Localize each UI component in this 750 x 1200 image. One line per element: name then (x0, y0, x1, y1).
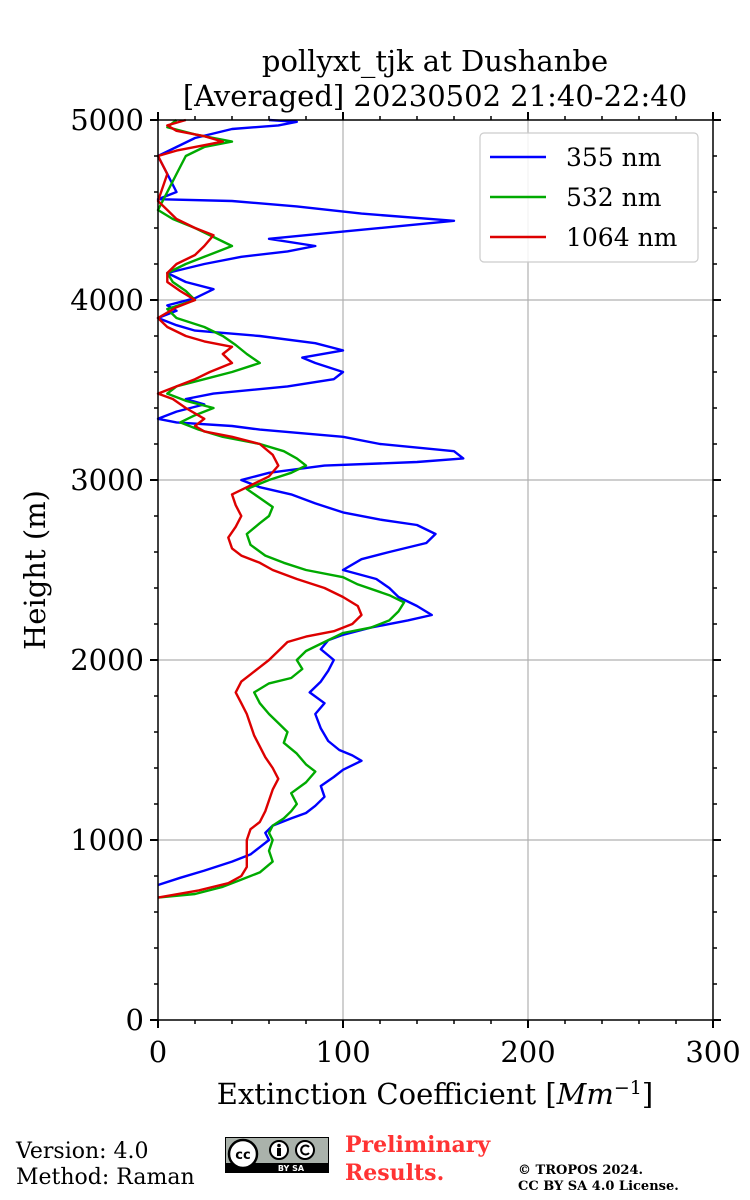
preliminary-line2: Results. (345, 1160, 445, 1186)
series-line-1064-nm (156, 118, 363, 899)
version-text: Version: 4.0 (16, 1139, 149, 1164)
chart-title-line1: pollyxt_tjk at Dushanbe (262, 44, 608, 79)
x-tick-label: 300 (685, 1035, 740, 1069)
x-tick-label: 100 (315, 1035, 370, 1069)
svg-text:BY SA: BY SA (278, 1164, 305, 1173)
cc-by-sa-license-badge: cc BY SA (225, 1137, 329, 1173)
grid-lines (158, 120, 713, 1020)
legend-label-532-nm: 532 nm (566, 183, 662, 212)
y-tick-label: 4000 (70, 283, 144, 317)
y-axis-label: Height (m) (18, 490, 52, 650)
method-text: Method: Raman (16, 1165, 195, 1190)
extinction-profile-chart: pollyxt_tjk at Dushanbe [Averaged] 20230… (18, 44, 741, 1111)
preliminary-line1: Preliminary (345, 1132, 491, 1158)
legend-label-1064-nm: 1064 nm (566, 223, 678, 252)
y-tick-label: 1000 (70, 823, 144, 857)
data-series (156, 118, 465, 899)
plot-frame (157, 119, 714, 1021)
copyright-line1: © TROPOS 2024. (518, 1163, 644, 1178)
cc-icon (227, 1138, 259, 1170)
copyright-line2: CC BY SA 4.0 License. (518, 1179, 679, 1194)
y-tick-label: 5000 (70, 103, 144, 137)
legend-label-355-nm: 355 nm (566, 143, 662, 172)
svg-text:cc: cc (235, 1148, 250, 1163)
legend: 355 nm 532 nm 1064 nm (479, 132, 699, 263)
x-tick-label: 0 (149, 1035, 167, 1069)
version-info: Version: 4.0 Method: Raman (16, 1139, 195, 1191)
axis-ticks (150, 112, 721, 1028)
x-axis-label: Extinction Coefficient [Mm−1] (217, 1077, 653, 1111)
copyright-note: © TROPOS 2024. CC BY SA 4.0 License. (518, 1163, 679, 1195)
y-tick-label: 0 (126, 1003, 144, 1037)
y-tick-label: 3000 (70, 463, 144, 497)
legend-box (479, 132, 699, 263)
y-tick-label: 2000 (70, 643, 144, 677)
preliminary-results-note: Preliminary Results. (345, 1131, 490, 1187)
series-line-355-nm (156, 118, 465, 887)
x-tick-label: 200 (500, 1035, 555, 1069)
sa-share-alike-icon (295, 1140, 315, 1160)
chart-title-line2: [Averaged] 20230502 21:40-22:40 (183, 79, 687, 113)
